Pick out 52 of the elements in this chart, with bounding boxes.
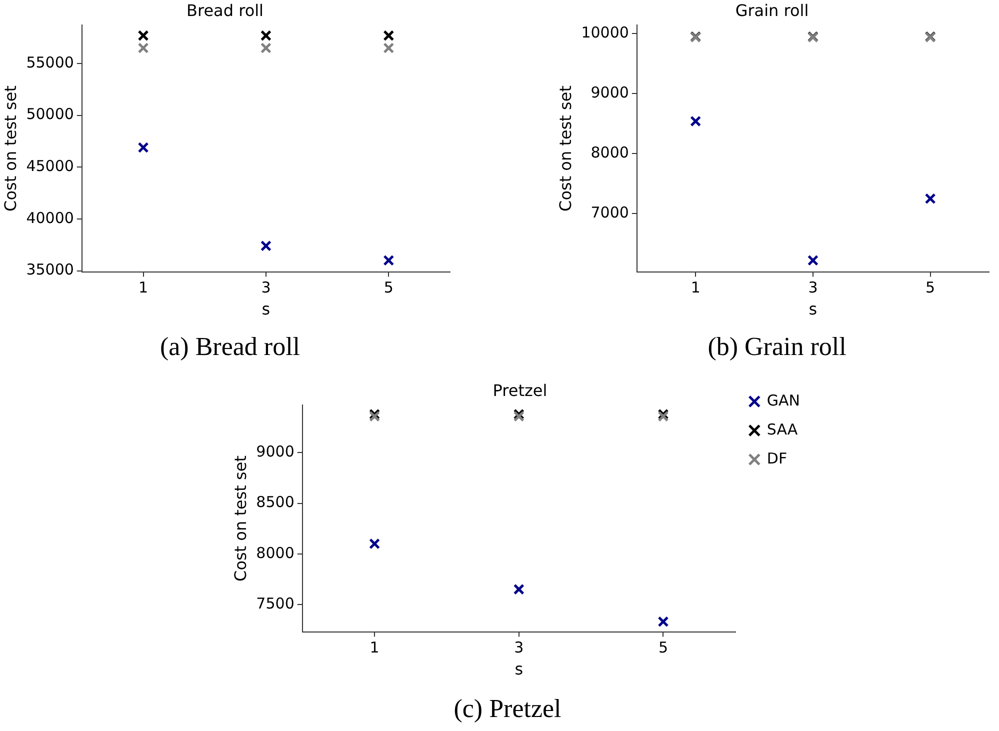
- text: (b) Grain roll: [706, 332, 848, 362]
- point: [138, 42, 149, 54]
- y-tick-label: 40000: [26, 208, 74, 227]
- y-axis-title: Cost on test set: [0, 86, 20, 212]
- point: [369, 538, 380, 550]
- chart-title: Bread roll: [186, 0, 264, 20]
- x-tick-label: 1: [138, 278, 148, 297]
- x-tick-label: 1: [370, 638, 380, 657]
- point: [383, 42, 394, 54]
- y-tick-label: 7500: [256, 594, 294, 612]
- point: [383, 254, 394, 266]
- x-axis-title: s: [514, 660, 524, 679]
- chart-title: Grain roll: [735, 0, 809, 20]
- x-tick-label: 5: [658, 638, 668, 657]
- x-tick-label: 1: [690, 278, 700, 297]
- text: (c) Pretzel: [452, 694, 562, 724]
- point: [924, 193, 936, 204]
- point: [260, 30, 272, 42]
- point: [260, 240, 272, 252]
- y-tick-label: 9000: [256, 442, 294, 461]
- point: [383, 30, 394, 42]
- x-tick-label: 3: [261, 278, 271, 297]
- point: [260, 42, 272, 54]
- point: [138, 142, 149, 153]
- y-tick-label: 55000: [26, 53, 74, 72]
- x-tick-label: 3: [514, 638, 524, 657]
- x-tick-label: 5: [384, 278, 394, 297]
- y-tick-label: 7000: [590, 203, 629, 222]
- x-tick-label: 3: [808, 278, 818, 297]
- chart-title: Pretzel: [492, 380, 548, 400]
- y-tick-label: 45000: [26, 157, 74, 176]
- y-axis-title: Cost on test set: [556, 86, 575, 212]
- y-tick-label: 8000: [256, 544, 294, 562]
- point: [658, 616, 669, 628]
- x-axis-title: s: [262, 300, 270, 319]
- y-tick-label: 35000: [26, 260, 74, 279]
- point: [690, 116, 702, 127]
- y-tick-label: 8500: [256, 493, 294, 512]
- x-tick-label: 5: [926, 278, 936, 297]
- legend-label: GAN: [766, 391, 800, 410]
- legend-label: DF: [766, 449, 788, 468]
- legend-label: SAA: [766, 420, 798, 438]
- y-tick-label: 10000: [581, 23, 629, 42]
- y-axis-title: Cost on test set: [230, 456, 250, 582]
- x-axis-title: s: [808, 300, 818, 319]
- y-tick-label: 9000: [590, 83, 629, 102]
- text: (a) Bread roll: [158, 332, 302, 362]
- point: [513, 584, 524, 595]
- y-tick-label: 8000: [590, 143, 629, 162]
- point: [807, 254, 818, 266]
- y-tick-label: 50000: [26, 105, 74, 124]
- point: [138, 30, 149, 42]
